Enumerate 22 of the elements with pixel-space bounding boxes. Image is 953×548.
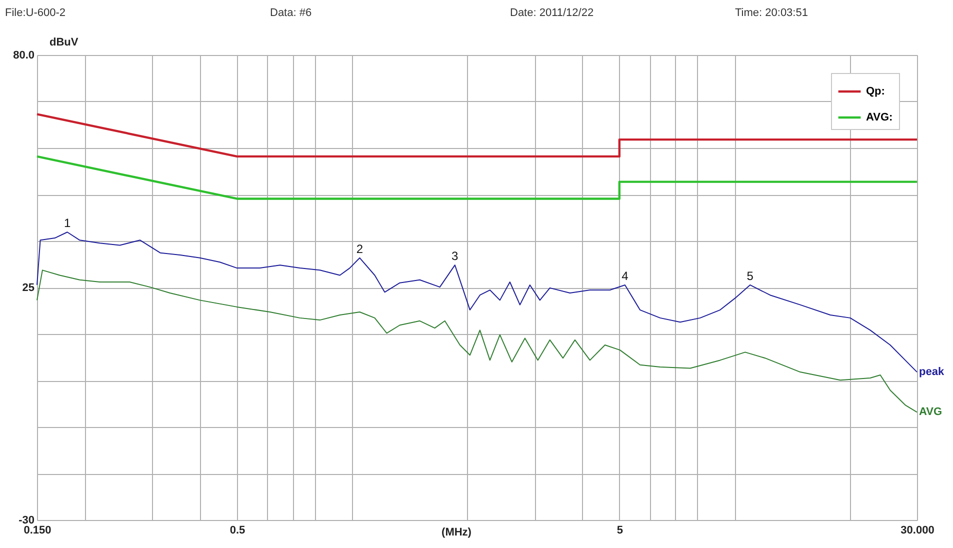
text: Time: 20:03:51 (735, 7, 808, 19)
text: File:U-600-2 (5, 7, 66, 19)
annotation: 3 (452, 249, 459, 264)
y-tick-label: 25 (22, 282, 34, 294)
annotation: 5 (746, 268, 754, 283)
y-tick-label: 80.0 (13, 50, 34, 62)
y-tick-label: -30 (18, 514, 34, 526)
x-tick-label: 0.5 (230, 524, 246, 536)
text: Date: 2011/12/22 (510, 7, 594, 19)
x-axis-title: (MHz) (442, 526, 472, 538)
x-tick-label: 5 (616, 524, 623, 536)
annotation: 4 (622, 268, 629, 283)
legend-label: AVG: (866, 112, 893, 124)
text: Data: #6 (270, 7, 312, 19)
series-label: AVG (919, 406, 942, 418)
x-tick-label: 30.000 (900, 524, 934, 536)
x-tick-label: 0.150 (24, 524, 52, 536)
annotation: 2 (356, 242, 364, 256)
series-label: peak (919, 366, 945, 378)
annotation: 1 (64, 216, 71, 230)
y-axis-title: dBuV (50, 36, 79, 48)
legend-label: Qp: (866, 86, 885, 98)
